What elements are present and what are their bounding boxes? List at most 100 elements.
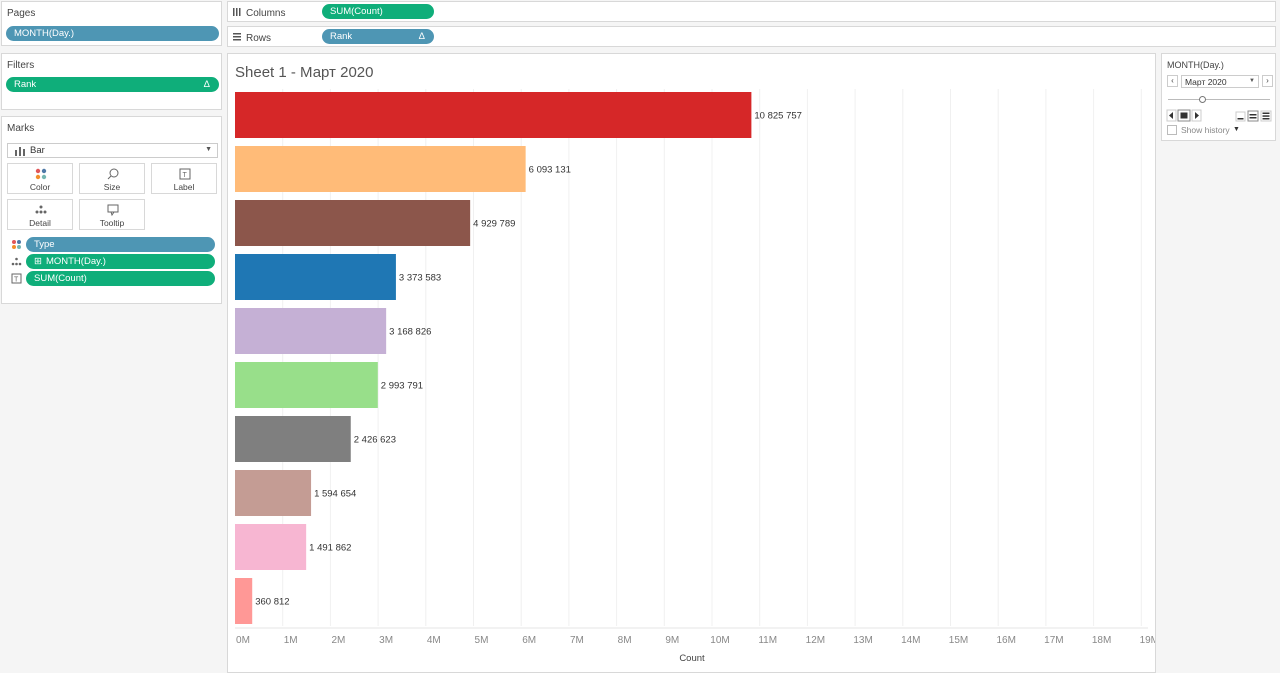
detail-dots-icon [11,257,22,266]
expand-icon: ⊞ [34,256,42,267]
marks-field-type: Type [11,237,217,252]
svg-text:T: T [183,172,188,179]
caret-down-icon[interactable]: ▼ [1233,126,1240,133]
filters-pill[interactable]: Rank Δ [6,77,219,92]
next-page-button[interactable]: › [1262,75,1273,87]
type-pill[interactable]: Type [26,237,215,252]
x-tick-label: 11M [758,635,777,646]
bar-data-label: 3 168 826 [389,327,431,338]
bar[interactable] [235,416,351,462]
size-button[interactable]: Size [79,163,145,194]
bar-data-label: 4 929 789 [473,219,515,230]
size-button-label: Size [103,182,121,192]
page-control-panel: MONTH(Day.) ‹ Март 2020 ▼ › Show history… [1161,53,1276,141]
sheet-view: Sheet 1 - Март 2020 10 825 757 6 093 131 4… [227,53,1156,673]
page-select[interactable]: Март 2020 ▼ [1181,75,1259,88]
bar[interactable] [235,524,307,570]
play-back-icon[interactable] [1166,109,1177,122]
x-tick-label: 7M [570,635,584,646]
x-tick-label: 4M [427,635,441,646]
x-tick-label: 0M [236,635,250,646]
rows-shelf: Rows Rank Δ [227,26,1276,47]
label-icon: T [179,168,191,180]
label-icon: T [11,273,22,284]
color-button[interactable]: Color [7,163,73,194]
playback-controls [1166,109,1272,122]
bar-data-label: 360 812 [255,597,289,608]
x-tick-label: 2M [331,635,345,646]
x-tick-label: 19M [1140,635,1155,646]
month-pill-label: MONTH(Day.) [45,256,106,267]
page-slider[interactable] [1168,96,1270,104]
marks-field-sum: T SUM(Count) [11,271,217,286]
rows-label: Rows [246,33,272,44]
bar[interactable] [235,578,253,624]
detail-button-label: Detail [29,218,51,228]
columns-label: Columns [246,8,286,19]
stop-icon[interactable] [1177,109,1191,122]
bar-chart: 10 825 757 6 093 131 4 929 789 3 373 583 3 1… [235,89,1155,664]
label-button[interactable]: T Label [151,163,217,194]
x-tick-label: 1M [284,635,298,646]
chevron-down-icon: ▼ [205,146,212,153]
columns-pill[interactable]: SUM(Count) [322,4,434,19]
show-history-checkbox[interactable] [1167,125,1177,135]
page-select-value: Март 2020 [1185,77,1227,87]
bar[interactable] [235,92,752,138]
chevron-down-icon: ▼ [1249,78,1255,84]
filters-title: Filters [7,60,35,71]
bar[interactable] [235,470,312,516]
sheet-title: Sheet 1 - Март 2020 [235,64,374,81]
x-tick-label: 3M [379,635,393,646]
color-dots-icon [35,168,47,180]
bar-data-label: 1 491 862 [309,543,351,554]
x-tick-label: 5M [475,635,489,646]
tooltip-button[interactable]: Tooltip [79,199,145,230]
speed-medium-icon[interactable] [1247,110,1259,122]
delta-icon: Δ [203,79,210,90]
svg-text:T: T [14,277,19,284]
bar[interactable] [235,308,387,354]
bar[interactable] [235,146,526,192]
columns-shelf: Columns SUM(Count) [227,1,1276,22]
sum-count-pill[interactable]: SUM(Count) [26,271,215,286]
speed-fast-icon[interactable] [1260,110,1272,122]
columns-icon [233,8,241,16]
size-icon [107,168,119,180]
prev-page-button[interactable]: ‹ [1167,75,1178,87]
x-tick-label: 12M [806,635,825,646]
bar-data-label: 3 373 583 [399,273,441,284]
detail-button[interactable]: Detail [7,199,73,230]
mark-type-dropdown[interactable]: Bar ▼ [7,143,218,158]
bar[interactable] [235,362,378,408]
speed-slow-icon[interactable] [1235,111,1246,122]
detail-dots-icon [35,205,47,214]
filters-panel: Filters Rank Δ [1,53,222,110]
filters-pill-label: Rank [14,79,37,90]
x-tick-label: 9M [665,635,679,646]
bar-data-label: 6 093 131 [529,165,571,176]
x-tick-label: 13M [853,635,872,646]
marks-panel: Marks Bar ▼ Color Size T Label Detail [1,116,222,304]
tooltip-icon [107,204,119,217]
pages-pill[interactable]: MONTH(Day.) [6,26,219,41]
marks-title: Marks [7,123,35,134]
x-tick-label: 16M [996,635,1015,646]
show-history-label[interactable]: Show history [1181,125,1230,135]
bar-chart-icon [15,147,25,156]
x-tick-label: 6M [522,635,536,646]
x-tick-label: 18M [1092,635,1111,646]
bar[interactable] [235,254,396,300]
rows-pill-label: Rank [330,31,353,42]
play-forward-icon[interactable] [1191,109,1202,122]
bar[interactable] [235,200,471,246]
rows-icon [233,33,241,41]
rows-pill[interactable]: Rank Δ [322,29,434,44]
bar-data-label: 2 993 791 [381,381,423,392]
x-tick-label: 14M [901,635,920,646]
slider-thumb[interactable] [1199,96,1206,103]
x-tick-label: 17M [1044,635,1063,646]
month-pill[interactable]: ⊞ MONTH(Day.) [26,254,215,269]
mark-type-label: Bar [30,145,45,156]
delta-icon: Δ [418,31,425,42]
